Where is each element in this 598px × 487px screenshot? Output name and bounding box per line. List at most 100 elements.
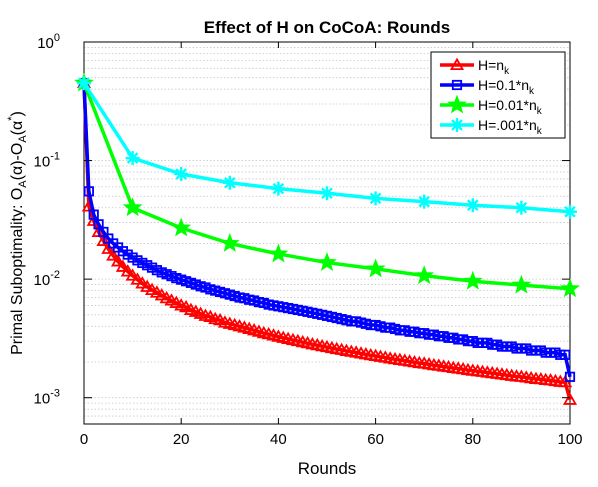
asterisk-stroke xyxy=(418,195,430,208)
y-tick-label: 10-2 xyxy=(34,269,60,289)
data-point xyxy=(271,181,286,196)
data-point xyxy=(96,233,111,246)
x-tick-label: 100 xyxy=(557,431,582,448)
y-tick-label: 10-3 xyxy=(34,388,60,408)
legend-label-sub: k xyxy=(529,86,535,97)
y-tick-base: 10 xyxy=(34,154,51,171)
y-tick-label: 10-1 xyxy=(34,151,60,171)
data-point xyxy=(174,167,189,182)
legend-label-sub: k xyxy=(504,66,510,77)
data-point xyxy=(450,118,464,132)
asterisk-stroke xyxy=(78,77,90,89)
series-4 xyxy=(77,76,577,219)
data-point xyxy=(317,252,337,271)
x-tick-label: 80 xyxy=(464,431,481,448)
data-point xyxy=(130,272,145,285)
legend-item: H=0.1*nk xyxy=(440,77,535,97)
data-point xyxy=(462,270,483,290)
legend-item: H=nk xyxy=(440,57,510,77)
y-tick-exponent: -1 xyxy=(50,151,60,163)
x-tick-label: 20 xyxy=(173,431,190,448)
data-point xyxy=(106,248,121,261)
data-point xyxy=(365,258,386,278)
data-point xyxy=(222,175,237,190)
data-point xyxy=(140,279,155,292)
series-1 xyxy=(76,75,578,405)
data-point xyxy=(563,204,577,219)
legend-items: H=nkH=0.1*nkH=0.01*nkH=.001*nk xyxy=(440,57,543,137)
legend-label: H=nk xyxy=(478,57,510,77)
data-point xyxy=(560,349,571,360)
data-point xyxy=(465,198,480,213)
asterisk-stroke xyxy=(369,192,382,205)
legend-label: H=0.01*nk xyxy=(478,97,543,117)
data-point xyxy=(120,264,135,277)
x-tick-label: 0 xyxy=(80,431,88,448)
legend-label-text: H=.001*n xyxy=(478,117,537,133)
data-point xyxy=(125,268,140,281)
data-point xyxy=(447,94,467,114)
data-point xyxy=(125,151,140,166)
data-point xyxy=(83,186,94,197)
data-point xyxy=(88,209,99,220)
data-point xyxy=(268,243,289,263)
asterisk-stroke xyxy=(467,199,479,212)
legend: H=nkH=0.1*nkH=0.01*nkH=.001*nk xyxy=(430,51,566,139)
plot-area xyxy=(83,41,571,425)
data-point xyxy=(511,274,532,294)
y-axis-label-sub2: A xyxy=(17,135,29,143)
legend-label-text: H=n xyxy=(478,57,504,73)
data-point xyxy=(368,191,383,206)
x-tick-label: 60 xyxy=(367,431,384,448)
data-point xyxy=(414,265,435,285)
y-axis-label-sub1: A xyxy=(17,180,29,188)
y-axis-label-sup: * xyxy=(6,116,18,121)
x-tick-label: 40 xyxy=(270,431,287,448)
legend-label-text: H=0.01*n xyxy=(478,97,537,113)
asterisk-stroke xyxy=(126,152,139,164)
y-tick-base: 10 xyxy=(37,35,54,52)
chart-title: Effect of H on CoCoA: Rounds xyxy=(204,18,450,37)
asterisk-stroke xyxy=(451,119,463,131)
y-tick-base: 10 xyxy=(34,391,51,408)
legend-item: H=0.01*nk xyxy=(440,94,543,117)
data-point xyxy=(564,371,576,382)
legend-label-text: H=0.1*n xyxy=(478,77,529,93)
y-axis-label-mid1: (α)-O xyxy=(9,143,26,181)
y-tick-exponent: -2 xyxy=(50,269,60,281)
y-tick-label: 100 xyxy=(37,32,60,52)
y-tick-base: 10 xyxy=(34,272,51,289)
asterisk-stroke xyxy=(515,201,528,214)
asterisk-stroke xyxy=(272,182,285,195)
legend-item: H=.001*nk xyxy=(440,117,543,137)
data-point xyxy=(451,79,463,91)
data-point xyxy=(562,392,578,405)
data-point xyxy=(449,57,465,71)
asterisk-stroke xyxy=(564,205,576,218)
legend-label: H=0.1*nk xyxy=(478,77,535,97)
data-point xyxy=(560,278,580,298)
asterisk-stroke xyxy=(321,187,333,200)
data-point xyxy=(115,259,130,272)
legend-label: H=.001*nk xyxy=(478,117,543,137)
series-layer xyxy=(74,72,580,405)
y-axis-label: Primal Suboptimality: OA(α)-OA(α*) xyxy=(6,111,29,355)
data-point xyxy=(110,254,126,267)
data-point xyxy=(135,276,150,289)
x-axis-label: Rounds xyxy=(298,459,357,478)
data-point xyxy=(514,200,529,215)
y-axis-label-prefix: Primal Suboptimality: O xyxy=(9,188,26,355)
legend-label-sub: k xyxy=(537,126,543,137)
y-axis-label-suffix: ) xyxy=(9,111,26,116)
asterisk-stroke xyxy=(175,168,187,180)
data-point xyxy=(122,197,143,217)
asterisk-stroke xyxy=(224,176,236,189)
y-tick-exponent: 0 xyxy=(54,32,60,44)
series-2 xyxy=(78,78,576,382)
y-axis-label-mid2: (α xyxy=(9,121,26,136)
legend-label-sub: k xyxy=(537,106,543,117)
data-point xyxy=(219,233,240,252)
data-point xyxy=(417,194,432,209)
